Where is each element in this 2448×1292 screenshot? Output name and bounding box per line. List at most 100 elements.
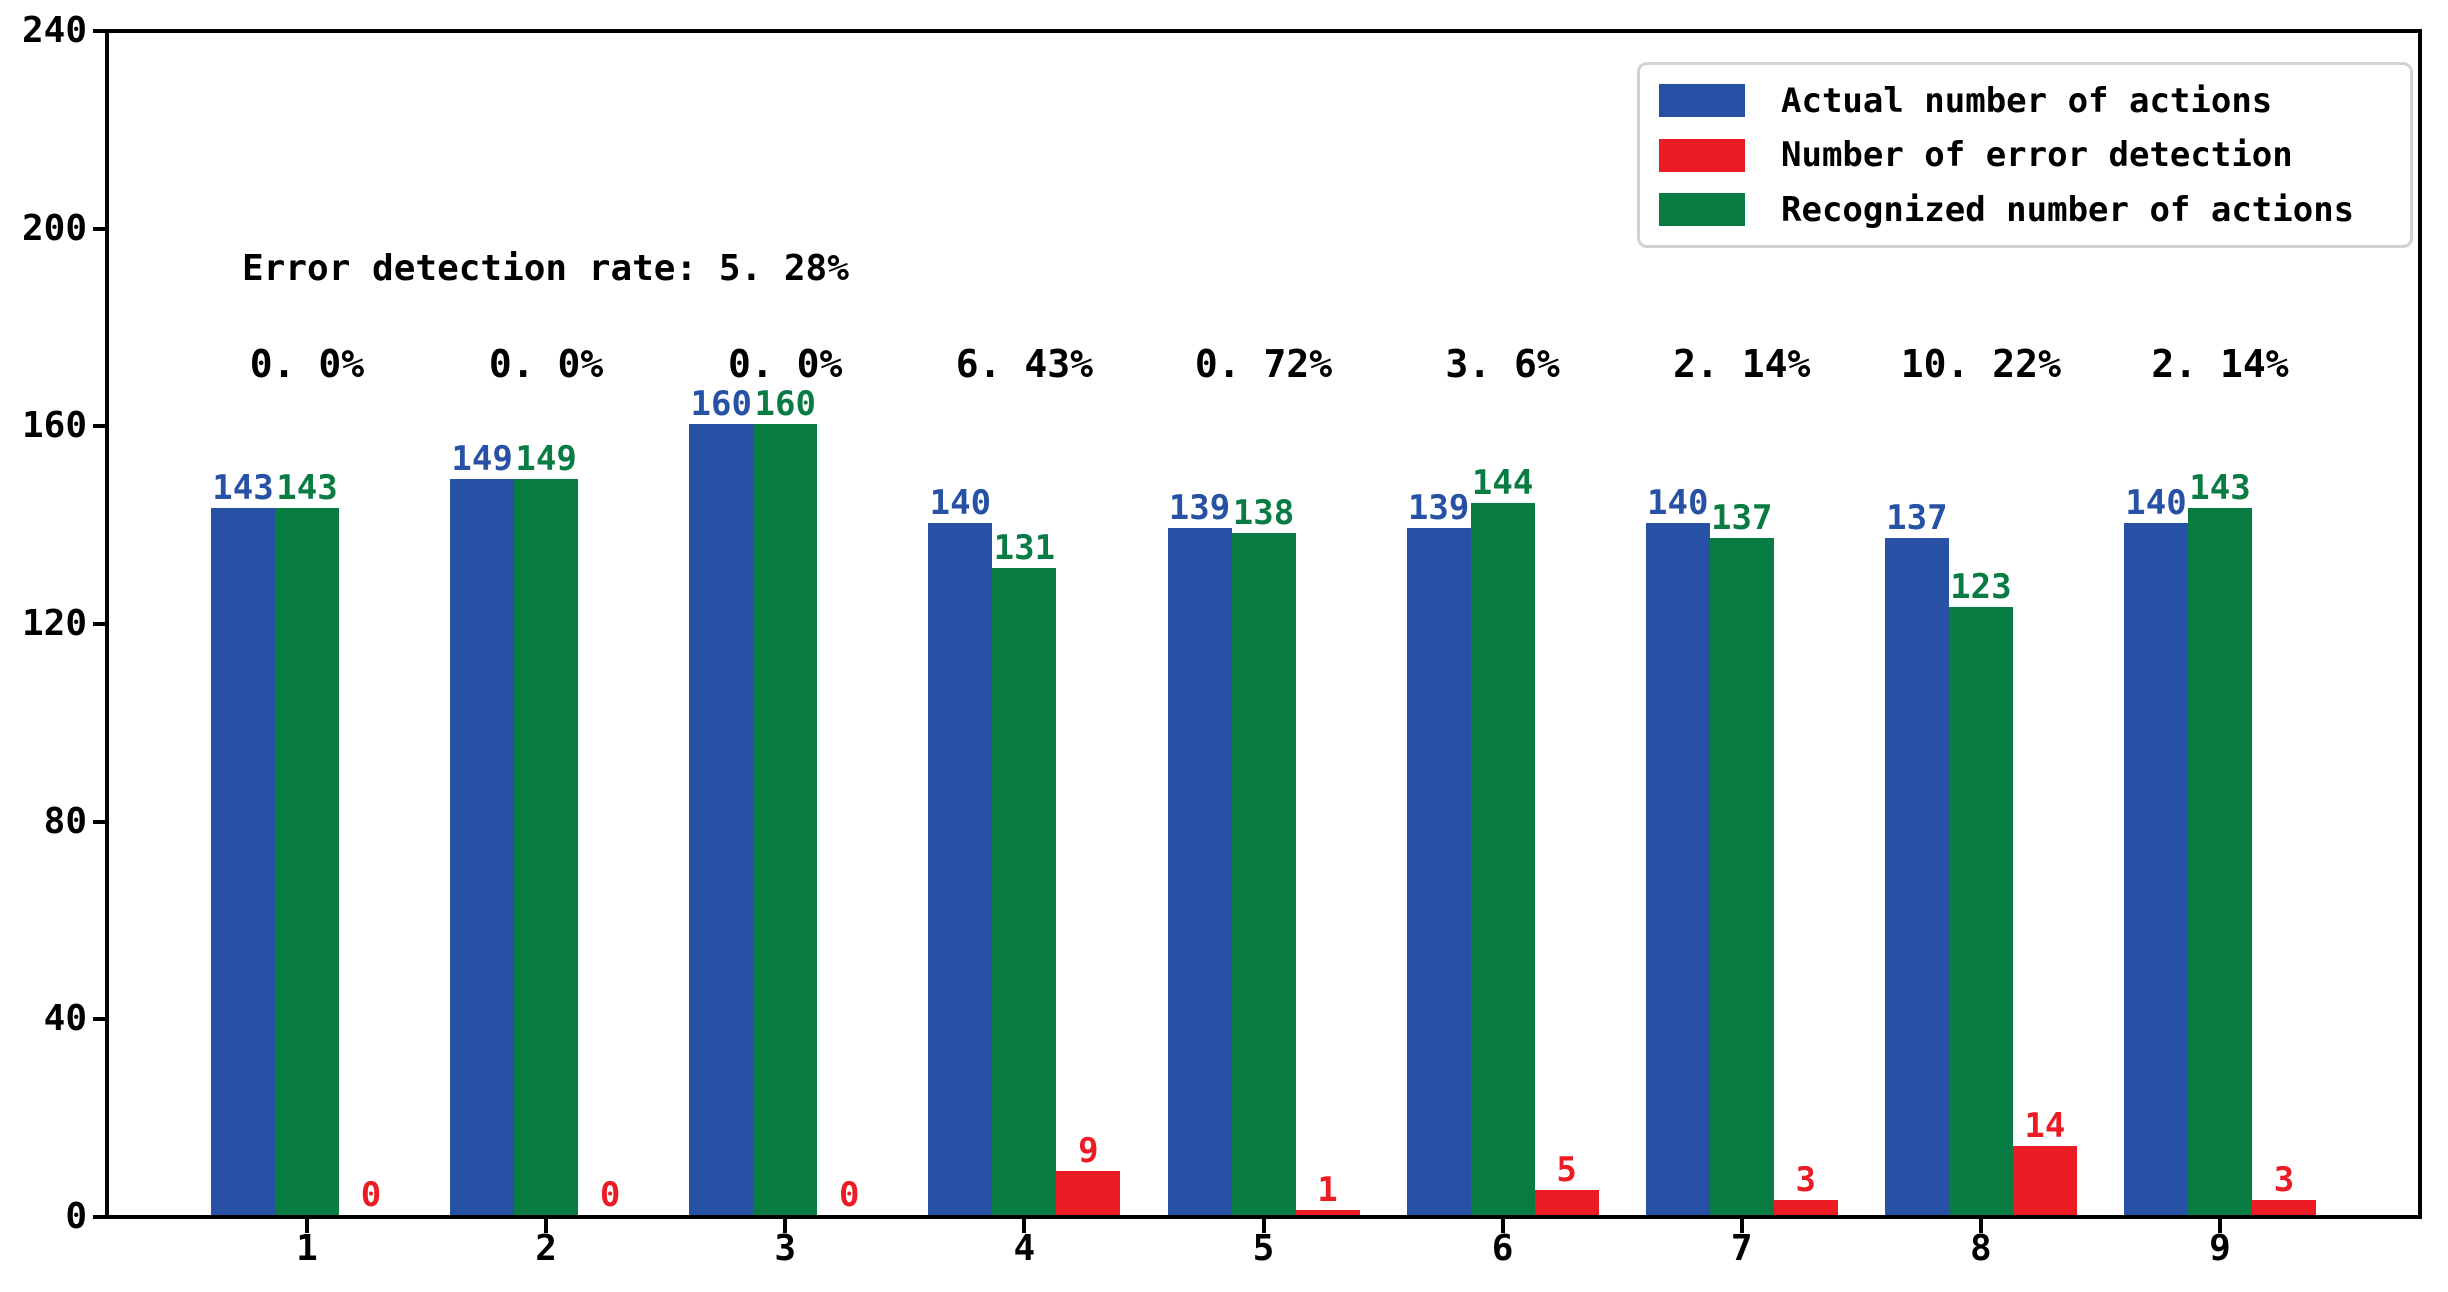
- bar-recognized: [1231, 533, 1296, 1215]
- group-percent-label: 0. 0%: [249, 342, 365, 386]
- x-axis-tick-label: 5: [1252, 1228, 1275, 1269]
- x-axis-tick: [544, 1219, 549, 1233]
- bar-actual: [211, 508, 275, 1215]
- x-axis-tick: [305, 1219, 309, 1233]
- y-axis-tick: [93, 29, 105, 33]
- group-percent-label: 10. 22%: [1900, 342, 2061, 386]
- group-percent-label: 6. 43%: [955, 342, 1094, 386]
- x-axis-tick: [2218, 1219, 2222, 1233]
- bar-value-label-actual: 140: [1647, 483, 1709, 524]
- bar-error: [1534, 1190, 1599, 1215]
- legend-swatch-error-icon: [1659, 138, 1745, 172]
- x-axis-tick-label: 3: [774, 1228, 797, 1269]
- bar-recognized: [753, 424, 818, 1215]
- x-axis-tick-label: 9: [2209, 1228, 2231, 1269]
- legend-item-recognized: Recognized number of actions: [1659, 191, 2410, 229]
- bar-recognized: [1948, 607, 2013, 1215]
- bar-recognized: [2188, 508, 2252, 1215]
- x-axis-tick: [1739, 1219, 1744, 1233]
- bar-error: [1056, 1170, 1121, 1215]
- y-axis-tick-label: 240: [21, 10, 87, 51]
- bar-error: [2252, 1200, 2316, 1215]
- bar-error: [1295, 1210, 1360, 1215]
- y-axis-tick-label: 40: [43, 998, 87, 1040]
- group-percent-label: 0. 72%: [1194, 342, 1333, 386]
- bar-actual: [1645, 523, 1710, 1215]
- bar-value-label-recognized: 143: [2189, 468, 2251, 509]
- y-axis-tick-label: 160: [21, 405, 87, 447]
- y-axis-tick-label: 200: [21, 207, 87, 249]
- bar-value-label-actual: 139: [1407, 488, 1470, 529]
- bar-value-label-actual: 143: [212, 468, 274, 509]
- bar-value-label-actual: 140: [2125, 483, 2187, 524]
- group-percent-label: 0. 0%: [488, 342, 604, 386]
- legend-swatch-recognized-icon: [1659, 193, 1745, 226]
- legend: Actual number of actions Number of error…: [1637, 62, 2413, 248]
- bar-actual: [1406, 528, 1471, 1215]
- bar-recognized: [275, 508, 339, 1215]
- bar-value-label-recognized: 160: [754, 384, 816, 425]
- group-percent-label: 3. 6%: [1445, 342, 1560, 386]
- bar-value-label-error: 1: [1317, 1170, 1338, 1211]
- bar-value-label-error: 0: [839, 1175, 860, 1215]
- bar-recognized: [992, 567, 1057, 1215]
- bar-value-label-recognized: 137: [1711, 498, 1773, 538]
- bar-value-label-error: 3: [1795, 1160, 1816, 1201]
- bar-value-label-recognized: 123: [1950, 567, 2012, 608]
- bar-value-label-error: 0: [360, 1175, 382, 1215]
- bar-error: [1773, 1200, 1838, 1215]
- x-axis-tick-label: 6: [1491, 1228, 1514, 1269]
- bar-value-label-recognized: 144: [1471, 463, 1534, 504]
- bar-actual: [689, 424, 754, 1215]
- bar-value-label-error: 9: [1078, 1130, 1099, 1171]
- x-axis-tick-label: 2: [535, 1228, 557, 1269]
- bar-actual: [1167, 528, 1232, 1215]
- bar-value-label-actual: 140: [929, 483, 992, 524]
- bar-value-label-error: 5: [1556, 1150, 1577, 1191]
- x-axis-tick-label: 8: [1970, 1228, 1992, 1269]
- bar-value-label-error: 0: [599, 1175, 621, 1215]
- bar-value-label-error: 14: [2024, 1105, 2066, 1146]
- y-axis-tick: [93, 1215, 105, 1219]
- x-axis-tick: [1978, 1219, 1983, 1233]
- group-percent-label: 2. 14%: [2151, 342, 2289, 386]
- legend-label-error: Number of error detection: [1781, 135, 2293, 175]
- bar-value-label-actual: 149: [451, 438, 513, 479]
- legend-item-error: Number of error detection: [1659, 136, 2410, 174]
- group-percent-label: 2. 14%: [1673, 342, 1811, 386]
- x-axis-tick-label: 4: [1013, 1228, 1036, 1269]
- legend-label-actual: Actual number of actions: [1781, 80, 2273, 121]
- bar-value-label-recognized: 138: [1232, 493, 1295, 534]
- x-axis-tick: [1500, 1219, 1505, 1233]
- x-axis-tick: [1261, 1219, 1266, 1233]
- x-axis-tick-label: 7: [1730, 1228, 1753, 1269]
- y-axis-tick: [93, 226, 105, 231]
- bar-value-label-actual: 160: [690, 384, 752, 425]
- x-axis-tick: [1022, 1219, 1027, 1233]
- bar-value-label-recognized: 149: [515, 438, 577, 479]
- legend-label-recognized: Recognized number of actions: [1781, 189, 2355, 230]
- y-axis-tick: [93, 1017, 105, 1022]
- bar-actual: [1884, 538, 1949, 1215]
- bar-value-label-error: 3: [2273, 1160, 2295, 1201]
- x-axis-tick-label: 1: [296, 1228, 318, 1269]
- y-axis-tick-label: 0: [65, 1196, 87, 1237]
- legend-item-actual: Actual number of actions: [1659, 82, 2410, 120]
- x-axis-tick: [783, 1219, 788, 1233]
- bar-recognized: [1470, 503, 1535, 1215]
- bar-recognized: [1709, 538, 1774, 1215]
- bar-value-label-actual: 137: [1886, 498, 1948, 538]
- legend-swatch-actual-icon: [1659, 84, 1745, 117]
- group-percent-label: 0. 0%: [728, 342, 843, 386]
- y-axis-tick-label: 80: [43, 800, 87, 842]
- bar-actual: [928, 523, 993, 1215]
- y-axis-tick-label: 120: [21, 603, 87, 644]
- bar-error: [2012, 1145, 2077, 1215]
- bar-value-label-recognized: 131: [993, 527, 1056, 568]
- bar-actual: [2124, 523, 2188, 1215]
- y-axis-tick: [93, 819, 105, 824]
- bar-recognized: [514, 478, 579, 1215]
- error-rate-annotation: Error detection rate: 5. 28%: [242, 248, 849, 289]
- bar-actual: [450, 478, 515, 1215]
